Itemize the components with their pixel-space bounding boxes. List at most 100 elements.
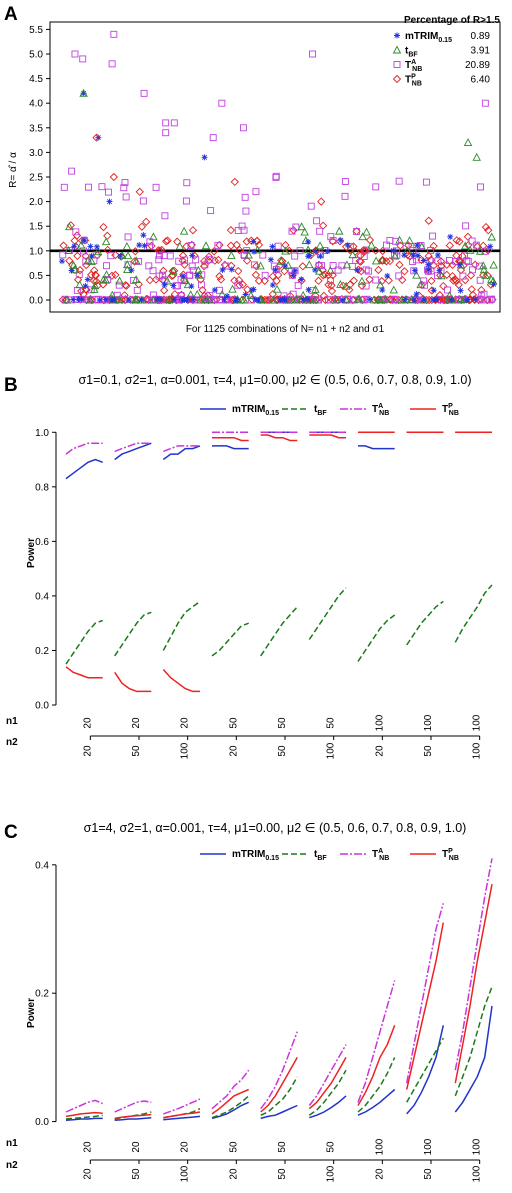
point-mtrim015: [324, 248, 331, 255]
series-line-mtrim015: [65, 1117, 103, 1122]
point-tbf: [303, 245, 313, 254]
point-tanb: [252, 188, 260, 196]
n1-tick-label: 50: [277, 717, 288, 729]
point-tpnb: [72, 231, 82, 240]
point-tpnb: [272, 276, 281, 286]
point-tanb: [146, 242, 154, 250]
point-tpnb: [232, 240, 241, 250]
point-tpnb: [251, 270, 261, 280]
n1-tick-label: 50: [326, 1141, 337, 1153]
point-tanb: [94, 295, 102, 303]
series-line-tpnb: [260, 1057, 298, 1113]
point-tanb: [160, 252, 168, 260]
series-line-mtrim015: [162, 445, 201, 461]
point-tpnb: [449, 276, 458, 285]
point-tbf: [281, 246, 290, 255]
point-tpnb: [151, 275, 161, 284]
series-line-tanb: [211, 1069, 250, 1110]
point-tanb: [182, 197, 190, 205]
point-tpnb: [135, 187, 144, 196]
point-tbf: [378, 256, 387, 265]
point-tbf: [374, 294, 384, 303]
point-tanb: [115, 281, 123, 289]
point-mtrim015: [344, 242, 351, 249]
point-mtrim015: [413, 291, 420, 298]
point-tanb: [261, 271, 269, 279]
point-tpnb: [427, 276, 436, 286]
panel-a-xlabel: For 1125 combinations of N= n1 + n2 and …: [186, 324, 385, 335]
n1-tick-label: 50: [277, 1141, 288, 1153]
point-tbf: [201, 241, 211, 250]
point-tanb: [274, 242, 282, 250]
y-tick-label: 1.5: [29, 222, 43, 233]
point-mtrim015: [140, 232, 147, 239]
point-tanb: [326, 276, 334, 284]
point-tanb: [383, 241, 390, 249]
point-mtrim015: [420, 297, 427, 303]
point-tanb: [472, 241, 480, 249]
point-mtrim015: [254, 297, 261, 303]
point-tpnb: [91, 271, 100, 280]
point-tbf: [489, 260, 498, 269]
point-tbf: [362, 227, 371, 236]
point-tanb: [409, 258, 417, 265]
n1-tick-label: 50: [228, 717, 239, 729]
point-tpnb: [436, 257, 446, 266]
point-mtrim015: [88, 253, 95, 260]
point-mtrim015: [154, 296, 161, 303]
point-tpnb: [481, 222, 491, 232]
point-tbf: [76, 240, 86, 249]
point-tpnb: [163, 236, 172, 245]
point-tbf: [123, 260, 132, 269]
point-tbf: [326, 265, 335, 274]
point-tbf: [463, 138, 473, 147]
point-tpnb: [298, 295, 307, 305]
point-tanb: [133, 286, 141, 294]
n1-tick-label: 20: [82, 1141, 93, 1153]
point-tbf: [149, 232, 158, 241]
legend-label: TA NB: [372, 403, 389, 417]
legend-value: 3.91: [471, 46, 491, 57]
point-tanb: [206, 291, 214, 299]
point-mtrim015: [425, 266, 432, 273]
point-mtrim015: [414, 252, 421, 259]
point-tpnb: [131, 247, 140, 256]
point-tanb: [444, 286, 451, 294]
point-tbf: [244, 250, 253, 259]
point-mtrim015: [298, 276, 305, 283]
point-mtrim015: [490, 281, 497, 288]
point-tanb: [241, 193, 249, 201]
point-tbf: [475, 246, 485, 255]
legend-marker: [393, 61, 401, 68]
point-mtrim015: [401, 252, 408, 259]
point-mtrim015: [411, 267, 418, 274]
point-mtrim015: [189, 296, 196, 303]
series-line-tpnb: [454, 883, 493, 1084]
point-tanb: [460, 252, 468, 260]
point-tpnb: [230, 177, 239, 187]
legend-label: tBF: [314, 849, 327, 862]
point-tbf: [179, 226, 189, 235]
point-mtrim015: [472, 296, 479, 303]
point-mtrim015: [138, 297, 145, 303]
point-mtrim015: [487, 243, 494, 250]
point-tpnb: [226, 226, 236, 235]
n2-tick-label: 20: [228, 1168, 239, 1180]
y-tick-label: 5.5: [29, 25, 43, 36]
point-tpnb: [400, 267, 409, 276]
point-tbf: [369, 295, 379, 304]
y-tick-label: 0.0: [35, 1117, 49, 1128]
point-tpnb: [319, 291, 329, 300]
point-tpnb: [65, 256, 74, 265]
point-tpnb: [280, 267, 289, 276]
n2-tick-label: 50: [423, 745, 434, 757]
point-tbf: [246, 290, 256, 299]
legend-value: 6.40: [471, 75, 491, 86]
point-tpnb: [365, 235, 375, 245]
series-line-tbf: [357, 1057, 396, 1113]
point-mtrim015: [242, 291, 249, 298]
series-line-tbf: [406, 600, 444, 646]
panel-a-label: A: [4, 4, 18, 25]
point-tanb: [427, 246, 435, 254]
